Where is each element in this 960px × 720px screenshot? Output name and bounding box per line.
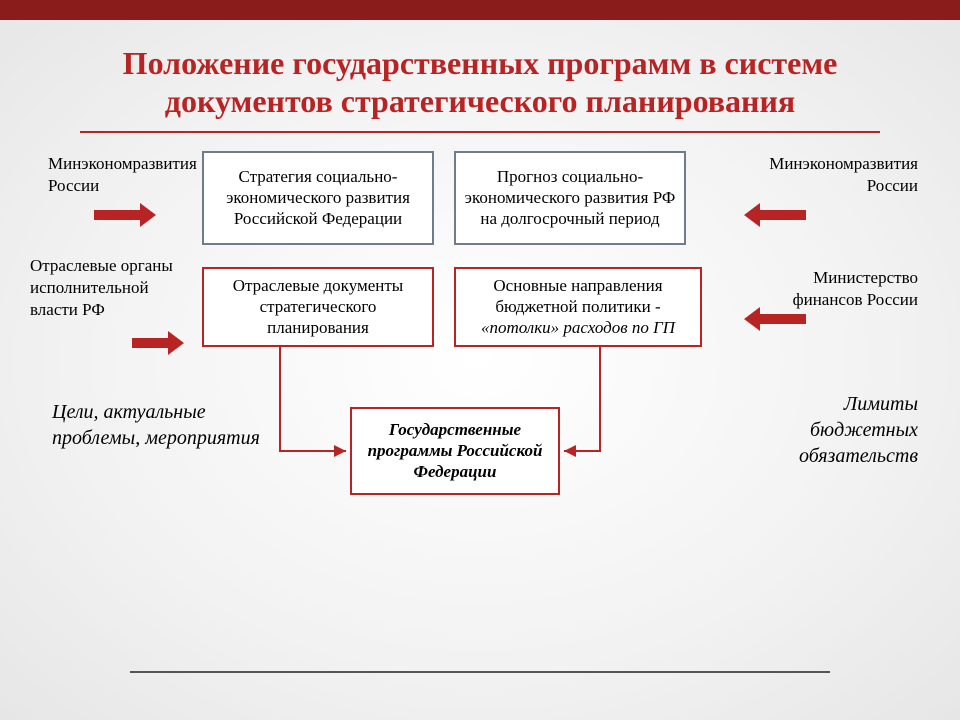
arrow-top-right — [744, 203, 806, 227]
box-forecast: Прогноз социально-экономического развити… — [454, 151, 686, 245]
box-strategy: Стратегия социально-экономического разви… — [202, 151, 434, 245]
box-state-programs-text: Государственные программы Российской Фед… — [360, 419, 550, 483]
bottom-hr — [130, 671, 830, 673]
top-bar — [0, 0, 960, 20]
box-industry-docs-text: Отраслевые документы стратегического пла… — [212, 275, 424, 339]
box-forecast-text: Прогноз социально-экономического развити… — [464, 166, 676, 230]
box-budget-policy-text: Основные направления бюджетной политики … — [464, 275, 692, 318]
title-underline — [80, 131, 880, 133]
box-budget-policy-italic: «потолки» расходов по ГП — [481, 317, 675, 338]
box-strategy-text: Стратегия социально-экономического разви… — [212, 166, 424, 230]
diagram-canvas: Стратегия социально-экономического разви… — [0, 151, 960, 711]
label-mid-left: Отраслевые органы исполнительной власти … — [30, 255, 190, 321]
box-state-programs: Государственные программы Российской Фед… — [350, 407, 560, 495]
arrow-mid-right — [744, 307, 806, 331]
label-top-left: Минэкономразвития России — [48, 153, 208, 197]
page-title: Положение государственных программ в сис… — [0, 20, 960, 131]
label-mid-right: Министерство финансов России — [748, 267, 918, 311]
label-bottom-right: Лимиты бюджетных обязательств — [738, 391, 918, 469]
arrow-top-left — [94, 203, 156, 227]
label-top-right: Минэкономразвития России — [748, 153, 918, 197]
arrow-mid-left — [132, 331, 184, 355]
label-bottom-left: Цели, актуальные проблемы, мероприятия — [52, 399, 272, 451]
box-budget-policy: Основные направления бюджетной политики … — [454, 267, 702, 347]
box-industry-docs: Отраслевые документы стратегического пла… — [202, 267, 434, 347]
